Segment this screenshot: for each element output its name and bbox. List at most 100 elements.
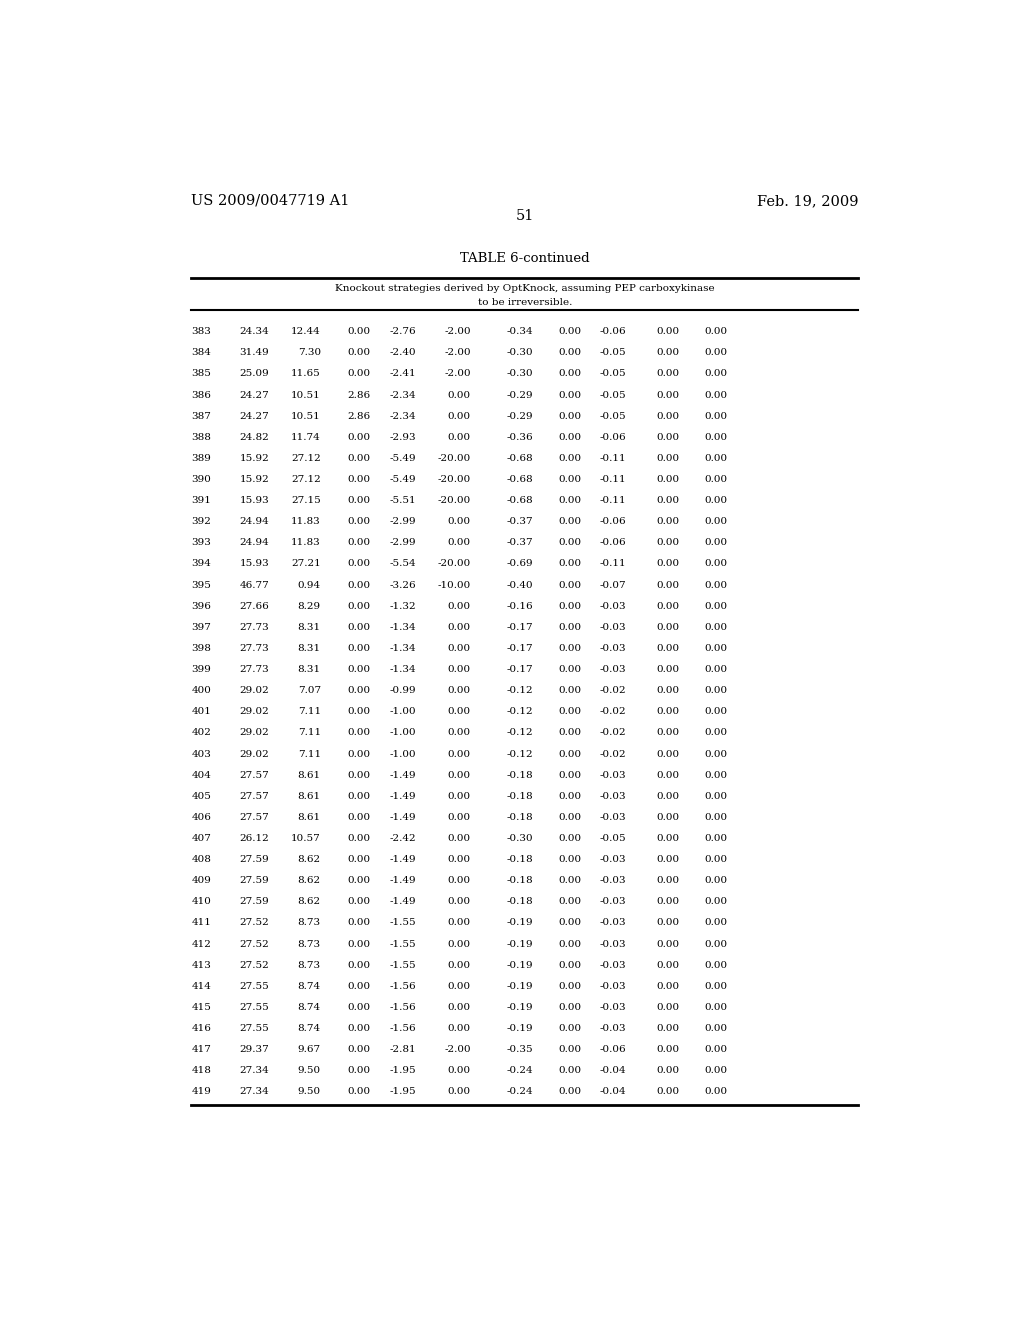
- Text: -1.49: -1.49: [389, 855, 416, 865]
- Text: 0.00: 0.00: [705, 496, 727, 506]
- Text: -0.30: -0.30: [506, 834, 532, 843]
- Text: 0.00: 0.00: [559, 665, 582, 675]
- Text: -0.36: -0.36: [506, 433, 532, 442]
- Text: 0.00: 0.00: [559, 391, 582, 400]
- Text: -0.03: -0.03: [600, 876, 627, 886]
- Text: 0.00: 0.00: [347, 602, 370, 611]
- Text: 409: 409: [191, 876, 211, 886]
- Text: -1.49: -1.49: [389, 813, 416, 822]
- Text: 0.00: 0.00: [447, 961, 471, 970]
- Text: 0.00: 0.00: [656, 876, 680, 886]
- Text: 0.00: 0.00: [347, 813, 370, 822]
- Text: -0.37: -0.37: [506, 539, 532, 548]
- Text: -1.34: -1.34: [389, 623, 416, 632]
- Text: 8.31: 8.31: [298, 665, 321, 675]
- Text: -1.00: -1.00: [389, 729, 416, 738]
- Text: -2.34: -2.34: [389, 412, 416, 421]
- Text: -0.18: -0.18: [506, 855, 532, 865]
- Text: 412: 412: [191, 940, 211, 949]
- Text: 0.00: 0.00: [347, 517, 370, 527]
- Text: 8.73: 8.73: [298, 940, 321, 949]
- Text: 406: 406: [191, 813, 211, 822]
- Text: -0.03: -0.03: [600, 961, 627, 970]
- Text: 0.00: 0.00: [559, 961, 582, 970]
- Text: 0.00: 0.00: [705, 433, 727, 442]
- Text: 27.52: 27.52: [240, 940, 269, 949]
- Text: -0.03: -0.03: [600, 919, 627, 928]
- Text: 0.00: 0.00: [447, 1067, 471, 1076]
- Text: 0.00: 0.00: [705, 729, 727, 738]
- Text: -0.05: -0.05: [600, 834, 627, 843]
- Text: 0.00: 0.00: [705, 665, 727, 675]
- Text: -0.19: -0.19: [506, 940, 532, 949]
- Text: -1.00: -1.00: [389, 708, 416, 717]
- Text: 0.00: 0.00: [347, 708, 370, 717]
- Text: 0.00: 0.00: [347, 1003, 370, 1012]
- Text: -1.49: -1.49: [389, 876, 416, 886]
- Text: 0.00: 0.00: [705, 1024, 727, 1034]
- Text: 0.00: 0.00: [447, 708, 471, 717]
- Text: 27.57: 27.57: [240, 771, 269, 780]
- Text: 27.52: 27.52: [240, 961, 269, 970]
- Text: -0.03: -0.03: [600, 940, 627, 949]
- Text: 0.00: 0.00: [447, 433, 471, 442]
- Text: 0.00: 0.00: [559, 686, 582, 696]
- Text: 0.00: 0.00: [347, 496, 370, 506]
- Text: -0.30: -0.30: [506, 370, 532, 379]
- Text: 0.00: 0.00: [347, 1045, 370, 1055]
- Text: 0.00: 0.00: [559, 348, 582, 358]
- Text: 0.00: 0.00: [559, 708, 582, 717]
- Text: -0.03: -0.03: [600, 771, 627, 780]
- Text: US 2009/0047719 A1: US 2009/0047719 A1: [191, 194, 350, 209]
- Text: 0.00: 0.00: [447, 644, 471, 653]
- Text: 0.00: 0.00: [347, 982, 370, 991]
- Text: -0.24: -0.24: [506, 1088, 532, 1097]
- Text: -0.06: -0.06: [600, 433, 627, 442]
- Text: -1.95: -1.95: [389, 1067, 416, 1076]
- Text: 0.00: 0.00: [559, 602, 582, 611]
- Text: 27.52: 27.52: [240, 919, 269, 928]
- Text: 0.00: 0.00: [656, 855, 680, 865]
- Text: 0.00: 0.00: [347, 729, 370, 738]
- Text: -0.68: -0.68: [506, 454, 532, 463]
- Text: 0.00: 0.00: [705, 982, 727, 991]
- Text: 387: 387: [191, 412, 211, 421]
- Text: 0.00: 0.00: [705, 327, 727, 337]
- Text: 0.00: 0.00: [705, 602, 727, 611]
- Text: 0.00: 0.00: [447, 855, 471, 865]
- Text: 7.11: 7.11: [298, 729, 321, 738]
- Text: 0.00: 0.00: [559, 454, 582, 463]
- Text: 24.94: 24.94: [240, 517, 269, 527]
- Text: -2.00: -2.00: [444, 327, 471, 337]
- Text: 0.00: 0.00: [656, 686, 680, 696]
- Text: -1.56: -1.56: [389, 982, 416, 991]
- Text: 8.74: 8.74: [298, 1003, 321, 1012]
- Text: -0.17: -0.17: [506, 623, 532, 632]
- Text: 11.83: 11.83: [291, 539, 321, 548]
- Text: 27.59: 27.59: [240, 898, 269, 907]
- Text: 24.27: 24.27: [240, 391, 269, 400]
- Text: 8.73: 8.73: [298, 919, 321, 928]
- Text: -2.34: -2.34: [389, 391, 416, 400]
- Text: 0.00: 0.00: [705, 370, 727, 379]
- Text: 27.57: 27.57: [240, 813, 269, 822]
- Text: 0.00: 0.00: [705, 771, 727, 780]
- Text: 0.00: 0.00: [447, 982, 471, 991]
- Text: 410: 410: [191, 898, 211, 907]
- Text: 27.73: 27.73: [240, 644, 269, 653]
- Text: -0.05: -0.05: [600, 370, 627, 379]
- Text: 0.00: 0.00: [656, 475, 680, 484]
- Text: 0.00: 0.00: [559, 560, 582, 569]
- Text: -0.37: -0.37: [506, 517, 532, 527]
- Text: 0.00: 0.00: [447, 686, 471, 696]
- Text: -0.12: -0.12: [506, 686, 532, 696]
- Text: 0.00: 0.00: [656, 665, 680, 675]
- Text: 399: 399: [191, 665, 211, 675]
- Text: 0.00: 0.00: [447, 623, 471, 632]
- Text: 0.00: 0.00: [705, 581, 727, 590]
- Text: -2.99: -2.99: [389, 517, 416, 527]
- Text: 29.02: 29.02: [240, 750, 269, 759]
- Text: -0.03: -0.03: [600, 898, 627, 907]
- Text: 0.00: 0.00: [559, 1067, 582, 1076]
- Text: 0.00: 0.00: [705, 813, 727, 822]
